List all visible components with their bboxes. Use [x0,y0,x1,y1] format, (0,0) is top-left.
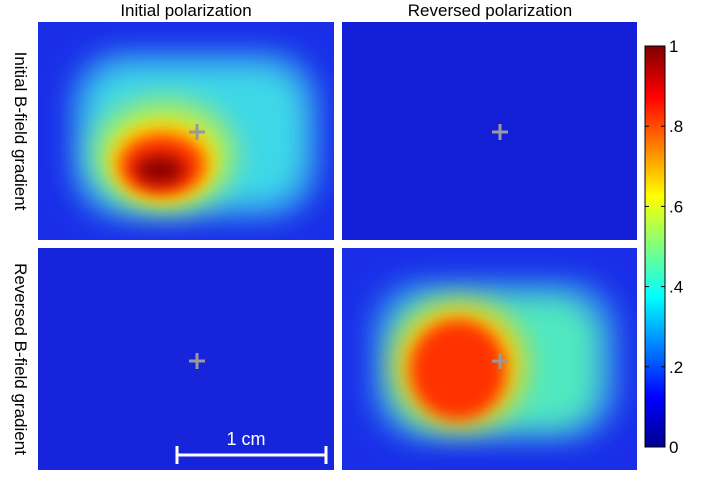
panel [342,248,637,470]
colorbar-tick-label: .6 [669,197,683,216]
colorbar [645,46,665,447]
row-title: Initial B-field gradient [11,52,30,211]
figure: 1 cm Initial polarization Reversed polar… [0,0,709,487]
scale-bar-label: 1 cm [226,429,265,449]
colorbar-tick-label: .2 [669,358,683,377]
column-title: Initial polarization [120,1,251,20]
row-title: Reversed B-field gradient [11,263,30,455]
colorbar-tick-label: 0 [669,438,678,457]
panel [342,22,637,240]
column-title: Reversed polarization [408,1,572,20]
panel [38,22,334,240]
colorbar-tick-label: .4 [669,278,683,297]
colorbar-tick-label: 1 [669,37,678,56]
colorbar-tick-label: .8 [669,117,683,136]
panel [38,248,334,470]
